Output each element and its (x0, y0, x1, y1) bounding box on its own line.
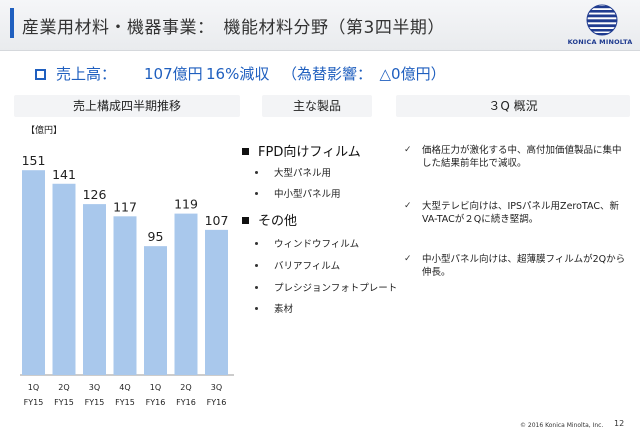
header-bar (0, 0, 640, 51)
bar-4q-fy15 (113, 216, 137, 375)
chart-unit-label: 【億円】 (26, 126, 63, 136)
bar-1q-fy16 (144, 246, 167, 375)
product-group-title: FPD向けフィルム (258, 145, 361, 160)
bar-value-label: 107 (205, 213, 229, 228)
bar-value-label: 126 (83, 187, 107, 202)
product-item: バリアフィルム (255, 258, 340, 272)
product-item-label: バリアフィルム (274, 261, 341, 272)
overview-item: ✓ 中小型パネル向けは、超薄膜フィルムが2Qから伸長。 (404, 253, 630, 283)
product-item: 素材 (255, 301, 293, 315)
page-title: 産業用材料・機器事業： 機能材料分野（第3四半期） (22, 18, 445, 38)
dot-bullet-icon (255, 286, 258, 289)
x-tick-fiscal-year: FY16 (146, 398, 166, 407)
dot-bullet-icon (255, 242, 258, 245)
summary-bullet-icon (35, 69, 46, 80)
overview-section-header: ３Q 概況 (396, 95, 630, 117)
x-tick-quarter: 1Q (28, 383, 39, 392)
overview-text: 価格圧力が激化する中、高付加価値製品に集中した結果前年比で減収。 (422, 145, 622, 169)
x-tick-fiscal-year: FY15 (54, 398, 74, 407)
dot-bullet-icon (255, 307, 258, 310)
x-tick-fiscal-year: FY15 (115, 398, 135, 407)
dot-bullet-icon (255, 192, 258, 195)
x-tick-fiscal-year: FY15 (24, 398, 44, 407)
product-item: プレシジョンフォトプレート (255, 280, 397, 294)
dot-bullet-icon (255, 264, 258, 267)
bar-1q-fy15 (22, 170, 45, 375)
logo-wordmark: KONICA MINOLTA (567, 38, 633, 46)
product-group-title: その他 (258, 214, 298, 229)
check-icon: ✓ (404, 254, 412, 264)
x-tick-quarter: 2Q (58, 383, 69, 392)
dot-bullet-icon (255, 171, 258, 174)
bar-value-label: 141 (52, 167, 76, 182)
x-tick-fiscal-year: FY16 (176, 398, 196, 407)
square-bullet-icon (242, 217, 249, 224)
product-group-fpd-film: FPD向けフィルム (242, 141, 361, 160)
bar-value-label: 151 (22, 153, 46, 168)
overview-text: 中小型パネル向けは、超薄膜フィルムが2Qから伸長。 (422, 254, 626, 278)
product-item: 中小型パネル用 (255, 186, 341, 200)
product-item-label: 大型パネル用 (274, 168, 332, 179)
bar-value-label: 117 (113, 199, 137, 214)
bar-2q-fy16 (174, 213, 198, 375)
konica-minolta-logo-icon (586, 4, 618, 36)
x-tick-quarter: 3Q (211, 383, 222, 392)
product-item: 大型パネル用 (255, 165, 331, 179)
x-tick-quarter: 2Q (180, 383, 191, 392)
product-item-label: 素材 (274, 304, 294, 315)
x-tick-quarter: 3Q (89, 383, 100, 392)
x-tick-quarter: 1Q (150, 383, 161, 392)
overview-text: 大型テレビ向けは、IPSパネル用ZeroTAC、新VA-TACが２Qに続き堅調。 (422, 201, 619, 225)
summary-change: 16%減収 (206, 65, 270, 83)
summary-fx-impact: （為替影響： △0億円） (282, 65, 446, 83)
x-tick-fiscal-year: FY16 (207, 398, 227, 407)
page-number: 12 (614, 419, 625, 428)
overview-item: ✓ 大型テレビ向けは、IPSパネル用ZeroTAC、新VA-TACが２Qに続き堅… (404, 200, 630, 230)
product-item-label: プレシジョンフォトプレート (274, 283, 398, 294)
check-icon: ✓ (404, 145, 412, 155)
bar-3q-fy15 (83, 204, 106, 375)
bar-2q-fy15 (52, 183, 76, 375)
footer-copyright: © 2016 Konica Minolta, Inc. (520, 422, 604, 429)
x-tick-quarter: 4Q (119, 383, 130, 392)
bar-value-label: 95 (148, 229, 164, 244)
bar-value-label: 119 (174, 197, 198, 212)
product-item: ウィンドウフィルム (255, 236, 359, 250)
bar-3q-fy16 (205, 229, 228, 375)
chart-section-header: 売上構成四半期推移 (14, 95, 240, 117)
overview-item: ✓ 価格圧力が激化する中、高付加価値製品に集中した結果前年比で減収。 (404, 144, 630, 174)
quarterly-sales-chart: 151 1Q FY15 141 2Q FY15 126 3Q FY15 117 4Q FY15 95 1Q… (20, 153, 234, 407)
product-item-label: 中小型パネル用 (274, 189, 341, 200)
products-section-header: 主な製品 (262, 95, 372, 117)
summary-value: 107億円 (144, 65, 203, 83)
summary-label: 売上高： (56, 65, 117, 83)
check-icon: ✓ (404, 201, 412, 211)
product-group-other: その他 (242, 210, 297, 229)
x-tick-fiscal-year: FY15 (85, 398, 105, 407)
product-item-label: ウィンドウフィルム (274, 239, 360, 250)
title-accent-bar (10, 8, 14, 38)
square-bullet-icon (242, 148, 249, 155)
